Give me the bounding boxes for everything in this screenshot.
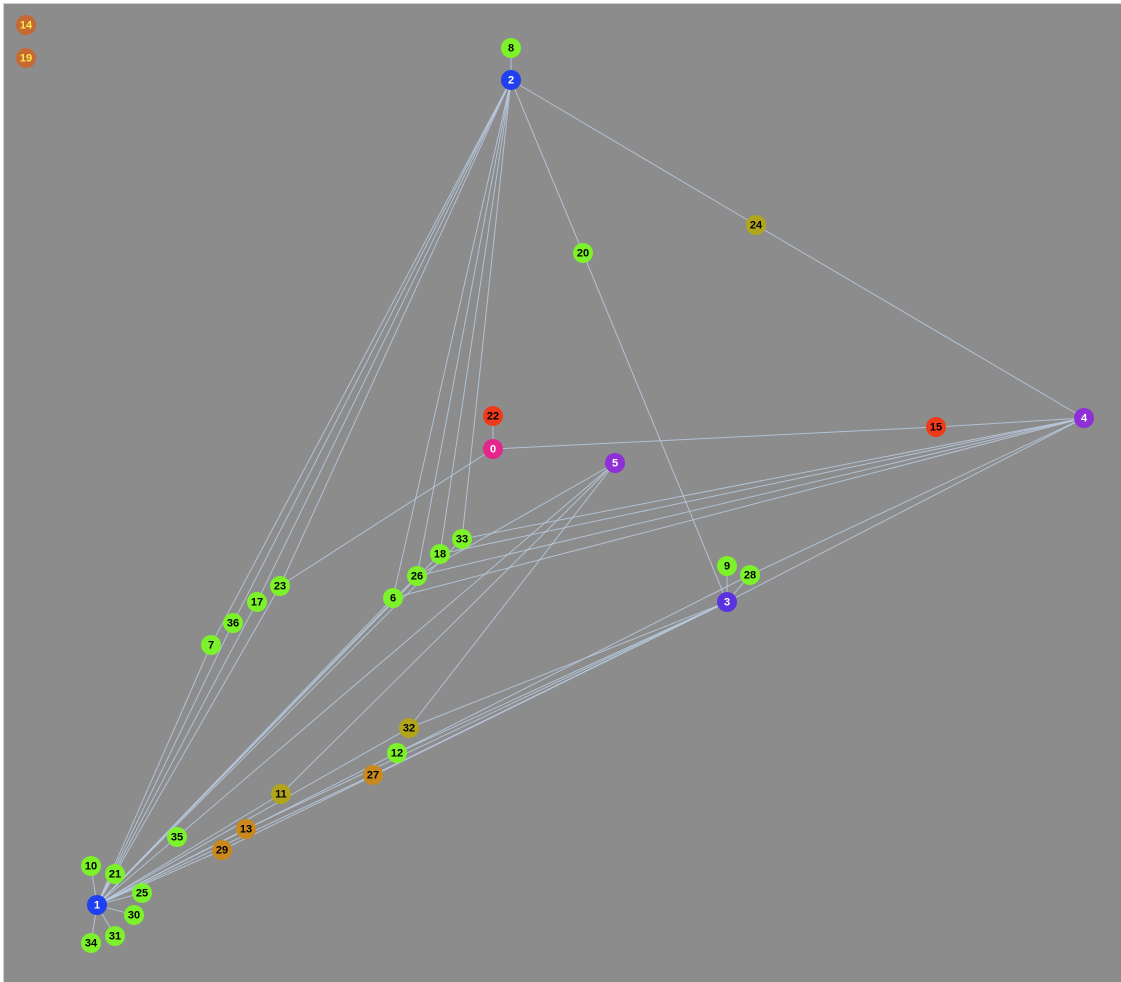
node-1[interactable]: 1 xyxy=(87,895,107,915)
node-3[interactable]: 3 xyxy=(717,592,737,612)
node-label: 19 xyxy=(20,53,32,65)
node-8[interactable]: 8 xyxy=(501,38,521,58)
node-label: 5 xyxy=(612,458,618,470)
node-label: 2 xyxy=(508,75,514,87)
node-33[interactable]: 33 xyxy=(452,529,472,549)
node-label: 23 xyxy=(274,581,286,593)
node-label: 33 xyxy=(456,534,468,546)
node-0[interactable]: 0 xyxy=(483,439,503,459)
node-label: 35 xyxy=(171,832,183,844)
node-label: 9 xyxy=(724,561,730,573)
node-label: 34 xyxy=(85,938,98,950)
node-label: 20 xyxy=(577,248,589,260)
node-23[interactable]: 23 xyxy=(270,576,290,596)
node-14[interactable]: 14 xyxy=(16,15,36,35)
node-label: 32 xyxy=(403,723,415,735)
node-19[interactable]: 19 xyxy=(16,48,36,68)
node-label: 8 xyxy=(508,43,514,55)
node-13[interactable]: 13 xyxy=(236,819,256,839)
node-label: 22 xyxy=(487,411,499,423)
node-label: 36 xyxy=(227,618,239,630)
node-label: 24 xyxy=(750,220,763,232)
node-label: 26 xyxy=(411,571,423,583)
node-25[interactable]: 25 xyxy=(132,883,152,903)
node-label: 25 xyxy=(136,888,148,900)
node-29[interactable]: 29 xyxy=(212,840,232,860)
node-11[interactable]: 11 xyxy=(271,784,291,804)
node-label: 27 xyxy=(367,770,379,782)
node-32[interactable]: 32 xyxy=(399,718,419,738)
node-12[interactable]: 12 xyxy=(387,743,407,763)
node-26[interactable]: 26 xyxy=(407,566,427,586)
node-label: 21 xyxy=(109,869,121,881)
node-6[interactable]: 6 xyxy=(383,588,403,608)
node-label: 10 xyxy=(85,861,97,873)
node-35[interactable]: 35 xyxy=(167,827,187,847)
node-label: 12 xyxy=(391,748,403,760)
node-4[interactable]: 4 xyxy=(1074,408,1094,428)
node-28[interactable]: 28 xyxy=(740,565,760,585)
node-18[interactable]: 18 xyxy=(430,544,450,564)
node-31[interactable]: 31 xyxy=(105,926,125,946)
node-label: 0 xyxy=(490,444,496,456)
node-9[interactable]: 9 xyxy=(717,556,737,576)
node-30[interactable]: 30 xyxy=(124,905,144,925)
node-label: 13 xyxy=(240,824,252,836)
node-27[interactable]: 27 xyxy=(363,765,383,785)
network-graph[interactable]: 0123456789101112131415171819202122232425… xyxy=(4,4,1121,982)
node-2[interactable]: 2 xyxy=(501,70,521,90)
node-20[interactable]: 20 xyxy=(573,243,593,263)
node-24[interactable]: 24 xyxy=(746,215,766,235)
node-21[interactable]: 21 xyxy=(105,864,125,884)
node-label: 31 xyxy=(109,931,121,943)
node-15[interactable]: 15 xyxy=(926,417,946,437)
node-label: 4 xyxy=(1081,413,1088,425)
node-36[interactable]: 36 xyxy=(223,613,243,633)
node-34[interactable]: 34 xyxy=(81,933,101,953)
node-22[interactable]: 22 xyxy=(483,406,503,426)
node-7[interactable]: 7 xyxy=(201,635,221,655)
node-label: 1 xyxy=(94,900,100,912)
node-label: 18 xyxy=(434,549,446,561)
node-label: 14 xyxy=(20,20,33,32)
node-label: 3 xyxy=(724,597,730,609)
node-10[interactable]: 10 xyxy=(81,856,101,876)
node-17[interactable]: 17 xyxy=(247,592,267,612)
node-label: 17 xyxy=(251,597,263,609)
node-label: 7 xyxy=(208,640,214,652)
node-label: 29 xyxy=(216,845,228,857)
node-label: 6 xyxy=(390,593,396,605)
node-5[interactable]: 5 xyxy=(605,453,625,473)
node-label: 15 xyxy=(930,422,942,434)
node-label: 30 xyxy=(128,910,140,922)
node-label: 11 xyxy=(275,789,287,801)
graph-canvas[interactable]: 0 1 2 3 4 5 6 7 8 9 10 11 12 13 14 15 17 18 19 20 21 22 23 24 25… xyxy=(3,3,1121,982)
node-label: 28 xyxy=(744,570,756,582)
